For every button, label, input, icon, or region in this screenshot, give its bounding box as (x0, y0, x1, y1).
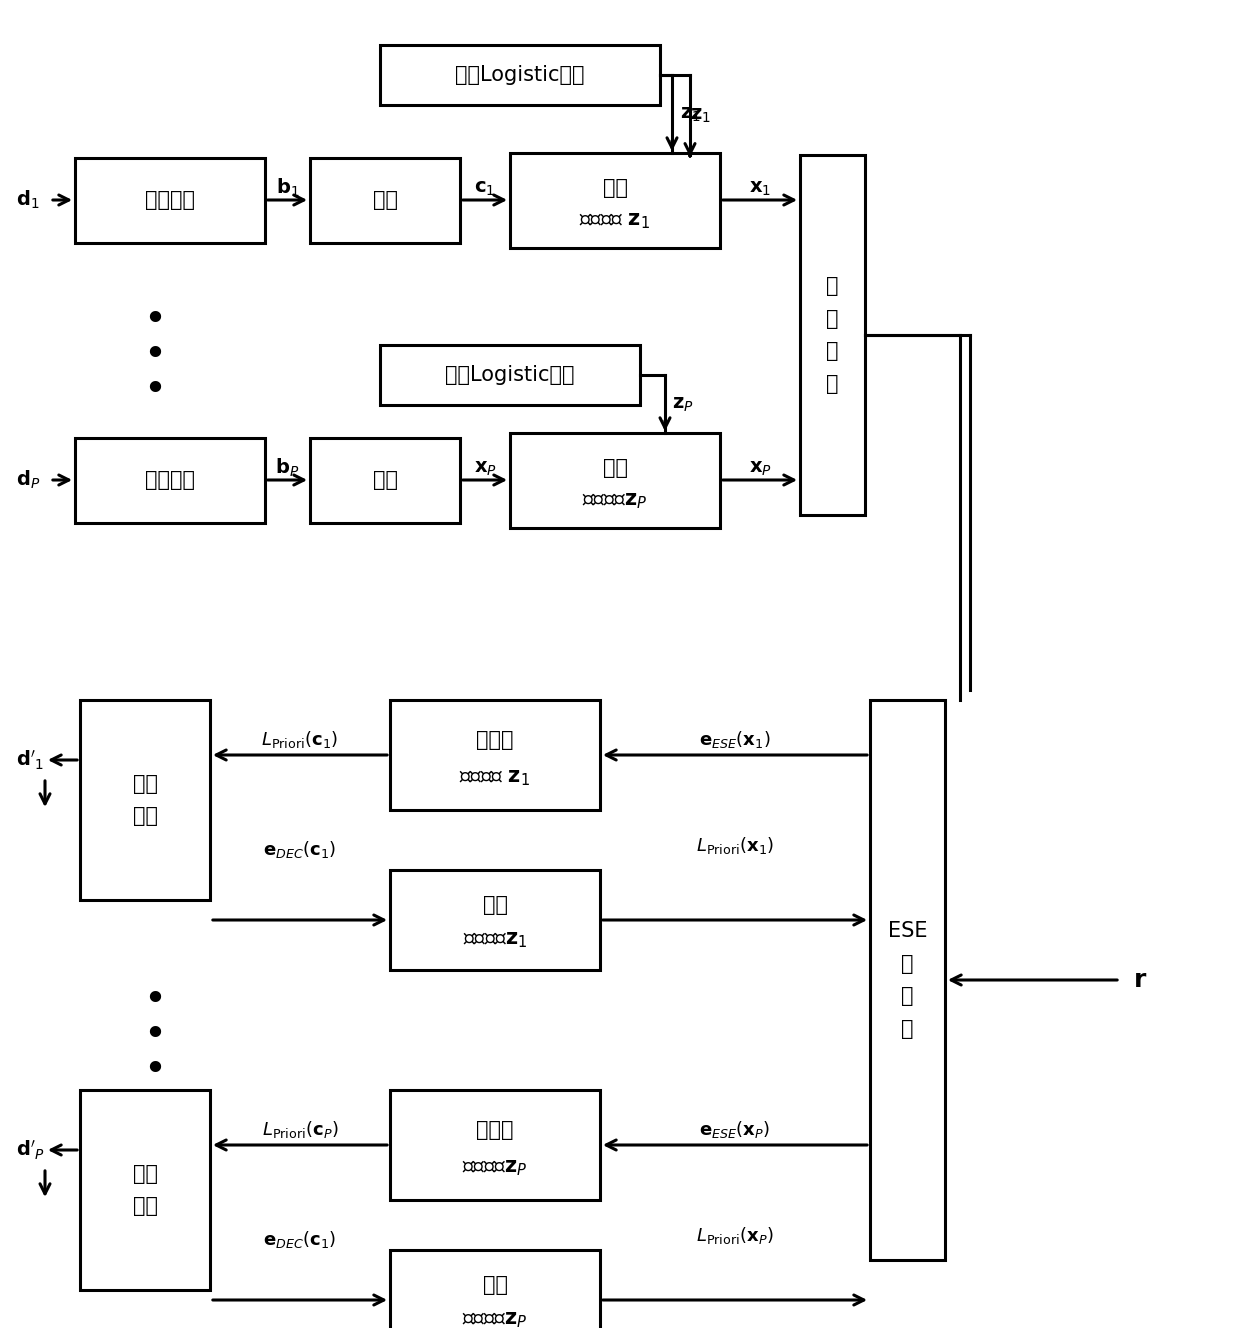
Text: 多
址
信
道: 多 址 信 道 (826, 276, 838, 394)
Text: 信道编码: 信道编码 (145, 470, 195, 490)
Text: 信道编码: 信道编码 (145, 190, 195, 210)
Text: 信道
译码: 信道 译码 (133, 774, 157, 826)
Bar (310, 158, 460, 243)
Bar (81, 700, 210, 900)
Text: 解交织: 解交织 (476, 730, 513, 750)
Text: 信道
译码: 信道 译码 (133, 1163, 157, 1216)
Text: 生成Logistic序列: 生成Logistic序列 (445, 365, 575, 385)
Text: •: • (144, 1050, 166, 1089)
Text: 乘以序列 $\mathbf{z}_1$: 乘以序列 $\mathbf{z}_1$ (579, 211, 651, 231)
Text: •: • (144, 1016, 166, 1054)
Text: $\mathbf{e}_{DEC}(\mathbf{c}_1)$: $\mathbf{e}_{DEC}(\mathbf{c}_1)$ (263, 1230, 336, 1251)
Text: $\mathbf{d}_P$: $\mathbf{d}_P$ (16, 469, 40, 491)
Text: 扩频: 扩频 (372, 470, 398, 490)
Bar (74, 438, 265, 523)
Bar (391, 700, 600, 810)
Bar (391, 1250, 600, 1328)
Text: $\mathbf{z}_1$: $\mathbf{z}_1$ (680, 105, 701, 124)
Text: 扩频: 扩频 (372, 190, 398, 210)
Text: 乘以序列$\mathbf{z}_P$: 乘以序列$\mathbf{z}_P$ (463, 1158, 528, 1178)
Text: $\mathbf{d}'_P$: $\mathbf{d}'_P$ (16, 1138, 45, 1162)
Text: $\mathbf{d}_1$: $\mathbf{d}_1$ (16, 189, 40, 211)
Text: $L_{\rm Priori}(\mathbf{c}_1)$: $L_{\rm Priori}(\mathbf{c}_1)$ (262, 729, 339, 749)
Bar (310, 438, 460, 523)
Text: 乘以序列 $\mathbf{z}_1$: 乘以序列 $\mathbf{z}_1$ (460, 768, 531, 788)
Bar (510, 433, 720, 529)
Text: $\mathbf{c}_1$: $\mathbf{c}_1$ (475, 178, 496, 198)
Text: 生成Logistic序列: 生成Logistic序列 (455, 65, 585, 85)
Bar (74, 158, 265, 243)
Text: $L_{\rm Priori}(\mathbf{x}_P)$: $L_{\rm Priori}(\mathbf{x}_P)$ (696, 1224, 774, 1246)
Text: $\mathbf{z}_1$: $\mathbf{z}_1$ (689, 105, 711, 125)
Bar (510, 153, 720, 248)
Bar (800, 155, 866, 515)
Bar (391, 1090, 600, 1201)
Text: $\mathbf{e}_{ESE}(\mathbf{x}_1)$: $\mathbf{e}_{ESE}(\mathbf{x}_1)$ (699, 729, 771, 749)
Text: 乘以序列$\mathbf{z}_P$: 乘以序列$\mathbf{z}_P$ (583, 491, 647, 511)
Text: $L_{\rm Priori}(\mathbf{x}_1)$: $L_{\rm Priori}(\mathbf{x}_1)$ (696, 834, 774, 855)
Text: ESE
估
计
器: ESE 估 计 器 (888, 920, 928, 1040)
Text: $\mathbf{b}_1$: $\mathbf{b}_1$ (275, 177, 299, 199)
Text: $\mathbf{e}_{DEC}(\mathbf{c}_1)$: $\mathbf{e}_{DEC}(\mathbf{c}_1)$ (263, 839, 336, 861)
Text: 解交织: 解交织 (476, 1120, 513, 1139)
Text: $L_{\rm Priori}(\mathbf{c}_P)$: $L_{\rm Priori}(\mathbf{c}_P)$ (262, 1118, 339, 1139)
Bar (391, 870, 600, 969)
Text: $\mathbf{r}$: $\mathbf{r}$ (1133, 968, 1147, 992)
Bar (870, 700, 945, 1260)
Bar (379, 345, 640, 405)
Text: 交织: 交织 (482, 1275, 507, 1295)
Text: 交织: 交织 (603, 458, 627, 478)
Text: $\mathbf{x}_1$: $\mathbf{x}_1$ (749, 178, 771, 198)
Text: $\mathbf{x}_P$: $\mathbf{x}_P$ (749, 458, 771, 478)
Text: 乘以序列$\mathbf{z}_1$: 乘以序列$\mathbf{z}_1$ (463, 930, 527, 950)
Text: $\mathbf{b}_P$: $\mathbf{b}_P$ (275, 457, 300, 479)
Bar (379, 45, 660, 105)
Text: •: • (144, 371, 166, 409)
Text: •: • (144, 981, 166, 1019)
Text: •: • (144, 336, 166, 374)
Text: •: • (144, 301, 166, 339)
Text: $\mathbf{e}_{ESE}(\mathbf{x}_P)$: $\mathbf{e}_{ESE}(\mathbf{x}_P)$ (699, 1118, 770, 1139)
Text: $\mathbf{z}_P$: $\mathbf{z}_P$ (672, 394, 694, 413)
Text: $\mathbf{d}'_1$: $\mathbf{d}'_1$ (16, 749, 43, 772)
Text: 交织: 交织 (603, 178, 627, 198)
Bar (81, 1090, 210, 1289)
Text: 乘以序列$\mathbf{z}_P$: 乘以序列$\mathbf{z}_P$ (463, 1309, 528, 1328)
Text: $\mathbf{x}_P$: $\mathbf{x}_P$ (474, 458, 496, 478)
Text: 交织: 交织 (482, 895, 507, 915)
